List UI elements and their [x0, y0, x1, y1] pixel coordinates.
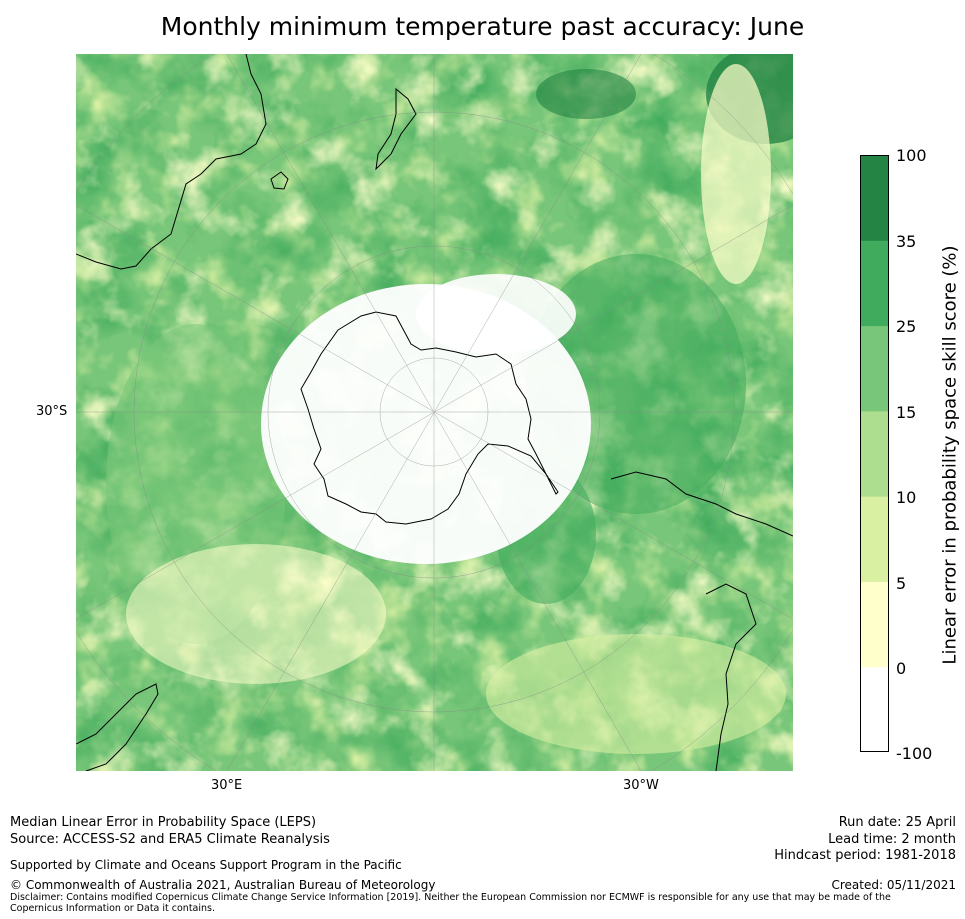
graticule	[76, 54, 793, 771]
colorbar-step	[860, 666, 889, 752]
footer-method: Median Linear Error in Probability Space…	[10, 815, 317, 830]
colorbar-step	[860, 581, 889, 668]
footer-run-date: Run date: 25 April	[838, 815, 956, 830]
region-low-skill	[126, 544, 386, 684]
footer-disclaimer: Disclaimer: Contains modified Copernicus…	[10, 892, 891, 914]
colorbar-tick: 15	[896, 403, 917, 422]
skill-score-map	[76, 54, 793, 771]
footer-support: Supported by Climate and Oceans Support …	[10, 858, 402, 872]
colorbar-tick: 0	[896, 659, 907, 678]
colorbar-tick: 10	[896, 488, 917, 507]
footer-source: Source: ACCESS-S2 and ERA5 Climate Reana…	[10, 832, 330, 847]
region-top-skill	[536, 69, 636, 119]
footer-created: Created: 05/11/2021	[831, 878, 956, 892]
tasmania-coastline	[270, 171, 289, 190]
colorbar-tick: -100	[896, 744, 933, 763]
map-title: Monthly minimum temperature past accurac…	[160, 12, 805, 41]
region-no-skill	[261, 284, 591, 564]
africa-coastline	[76, 683, 159, 771]
region-no-skill	[416, 274, 576, 354]
colorbar-step	[860, 155, 889, 241]
lon-label-30w: 30°W	[623, 778, 659, 793]
colorbar-label: Linear error in probability space skill …	[939, 245, 961, 665]
new-zealand-coastline	[375, 87, 417, 171]
colorbar-step	[860, 496, 889, 582]
footer-copyright: © Commonwealth of Australia 2021, Austra…	[10, 878, 436, 892]
lat-label: 30°S	[36, 404, 68, 419]
region-low-skill	[701, 64, 771, 284]
australia-coastline	[76, 54, 267, 270]
colorbar-step	[860, 325, 889, 412]
colorbar-step	[860, 240, 889, 327]
footer-lead-time: Lead time: 2 month	[828, 832, 956, 847]
colorbar-tick: 100	[896, 146, 927, 165]
colorbar-tick: 25	[896, 317, 917, 336]
antarctica-coastline	[300, 311, 559, 525]
colorbar-tick: 5	[896, 574, 907, 593]
region-low-skill	[486, 634, 786, 754]
lon-label-30e: 30°E	[211, 778, 243, 793]
colorbar	[860, 155, 889, 752]
footer-hindcast: Hindcast period: 1981-2018	[774, 848, 956, 863]
south-america-coastline	[610, 471, 793, 771]
colorbar-step	[860, 410, 889, 497]
colorbar-tick: 35	[896, 232, 917, 251]
